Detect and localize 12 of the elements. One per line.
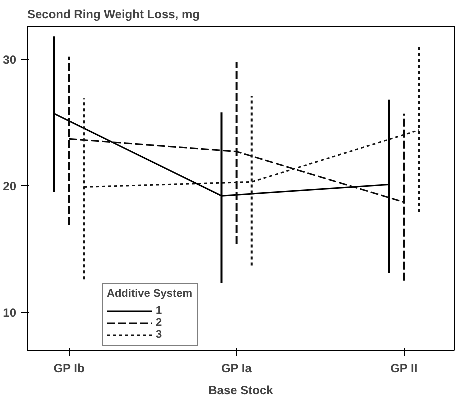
x-tick-label: GP Ib bbox=[54, 362, 85, 376]
x-tick-label: GP Ia bbox=[221, 362, 252, 376]
legend-label: 3 bbox=[156, 329, 164, 341]
legend-title: Additive System bbox=[107, 288, 193, 300]
y-tick-label: 20 bbox=[3, 179, 17, 194]
chart-title: Second Ring Weight Loss, mg bbox=[28, 8, 200, 22]
x-tick-label: GP II bbox=[390, 362, 418, 376]
legend-label: 2 bbox=[156, 317, 164, 329]
y-tick-label: 10 bbox=[3, 306, 17, 320]
y-tick-label: 30 bbox=[3, 52, 17, 67]
legend-label: 1 bbox=[156, 305, 164, 317]
x-axis-title: Base Stock bbox=[208, 384, 274, 398]
